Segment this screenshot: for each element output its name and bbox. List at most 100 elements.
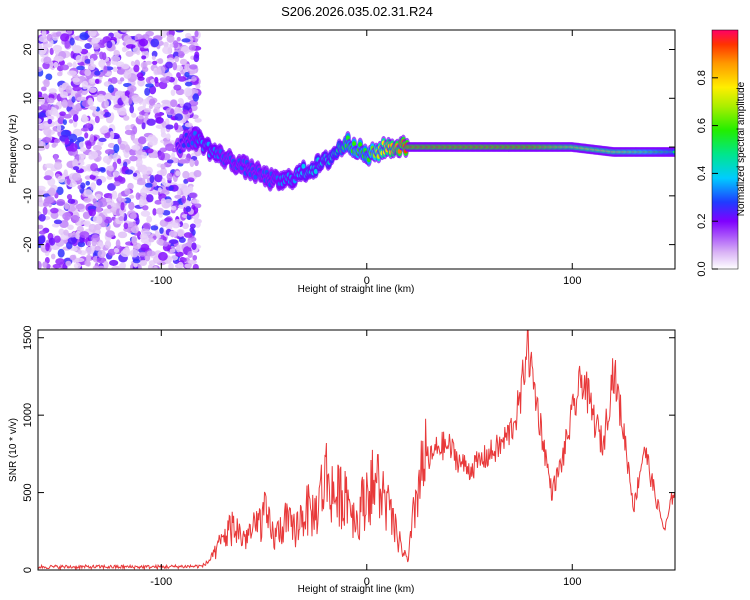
noise-blob	[152, 190, 159, 195]
noise-blob	[92, 43, 100, 50]
noise-blob	[56, 186, 64, 196]
noise-blob	[135, 217, 140, 225]
noise-blob	[85, 141, 92, 150]
noise-blob	[187, 250, 193, 258]
chart-title: S206.2026.035.02.31.R24	[281, 4, 433, 19]
noise-blob	[38, 112, 47, 118]
noise-blob	[105, 230, 115, 238]
noise-blob	[51, 143, 57, 148]
noise-blob	[91, 37, 100, 44]
noise-blob	[181, 38, 191, 43]
noise-blob	[172, 61, 178, 71]
y-tick-label: 500	[22, 483, 34, 501]
noise-blob	[76, 136, 85, 143]
snr-background	[38, 330, 675, 570]
noise-blob	[188, 44, 197, 51]
noise-blob	[76, 96, 87, 102]
noise-blob	[45, 242, 50, 252]
noise-blob	[67, 237, 77, 245]
noise-blob	[79, 147, 87, 152]
noise-blob	[182, 222, 190, 230]
noise-blob	[43, 127, 52, 136]
noise-blob	[117, 231, 128, 239]
noise-blob	[41, 136, 52, 143]
noise-blob	[111, 190, 118, 200]
noise-blob	[189, 64, 198, 70]
noise-blob	[63, 114, 72, 119]
noise-blob	[191, 199, 200, 204]
noise-blob	[133, 64, 140, 73]
noise-blob	[130, 60, 135, 67]
noise-blob	[99, 51, 104, 60]
ridge-core	[301, 163, 306, 169]
noise-blob	[194, 220, 201, 228]
heatmap-noise-field	[38, 30, 202, 269]
noise-blob	[176, 72, 181, 79]
colorbar-ticks: 0.0 0.2 0.4 0.6 0.8	[696, 70, 718, 277]
noise-blob	[43, 78, 50, 88]
noise-blob	[90, 163, 99, 172]
noise-blob	[84, 132, 89, 139]
noise-blob	[69, 142, 78, 152]
noise-blob	[192, 263, 199, 269]
noise-blob	[130, 249, 139, 258]
noise-blob	[173, 84, 182, 91]
noise-blob	[68, 133, 78, 143]
noise-blob	[165, 143, 175, 152]
noise-blob	[55, 31, 62, 37]
noise-blob	[149, 175, 155, 184]
noise-blob	[103, 260, 109, 269]
noise-blob	[52, 44, 63, 52]
noise-blob	[187, 239, 193, 248]
noise-blob	[155, 117, 164, 124]
noise-blob	[112, 152, 119, 161]
noise-blob	[84, 68, 92, 77]
noise-blob	[118, 263, 126, 269]
noise-blob	[104, 99, 109, 108]
colorbar-gradient	[711, 29, 739, 270]
noise-blob	[87, 205, 97, 211]
noise-blob	[131, 235, 138, 245]
noise-blob	[182, 109, 189, 115]
noise-blob	[144, 182, 153, 188]
noise-blob	[160, 167, 167, 177]
noise-blob	[161, 177, 166, 186]
noise-blob	[121, 94, 126, 102]
y-tick-label: 1000	[22, 403, 34, 427]
noise-blob	[131, 112, 137, 118]
noise-blob	[68, 119, 74, 124]
colorbar-tick-label: 0.0	[696, 261, 708, 276]
snr-panel: -100 0 100 0 500 1000 1500 Height of straight…	[8, 325, 676, 595]
noise-blob	[148, 237, 155, 243]
noise-blob	[67, 198, 76, 204]
noise-blob	[87, 97, 94, 106]
noise-blob	[184, 71, 190, 78]
noise-blob	[177, 229, 184, 237]
noise-blob	[98, 137, 107, 142]
colorbar-tick-label: 0.6	[696, 118, 708, 133]
noise-blob	[165, 124, 174, 130]
noise-blob	[53, 235, 61, 243]
noise-blob	[181, 195, 187, 204]
noise-blob	[174, 194, 182, 199]
noise-blob	[51, 223, 60, 228]
noise-blob	[176, 36, 181, 42]
noise-blob	[127, 222, 135, 228]
noise-blob	[129, 87, 134, 96]
noise-blob	[88, 64, 96, 71]
noise-blob	[121, 63, 130, 69]
noise-blob	[150, 38, 160, 48]
noise-blob	[152, 208, 157, 216]
noise-blob	[54, 55, 64, 62]
noise-blob	[139, 259, 148, 266]
snr-y-label: SNR (10 * v/v)	[8, 418, 19, 482]
noise-blob	[136, 180, 147, 186]
noise-blob	[72, 77, 80, 83]
noise-blob	[173, 122, 179, 131]
noise-blob	[77, 249, 82, 255]
noise-blob	[124, 188, 131, 196]
noise-blob	[43, 44, 48, 53]
noise-blob	[169, 248, 176, 253]
noise-blob	[99, 126, 109, 134]
noise-blob	[80, 116, 89, 123]
